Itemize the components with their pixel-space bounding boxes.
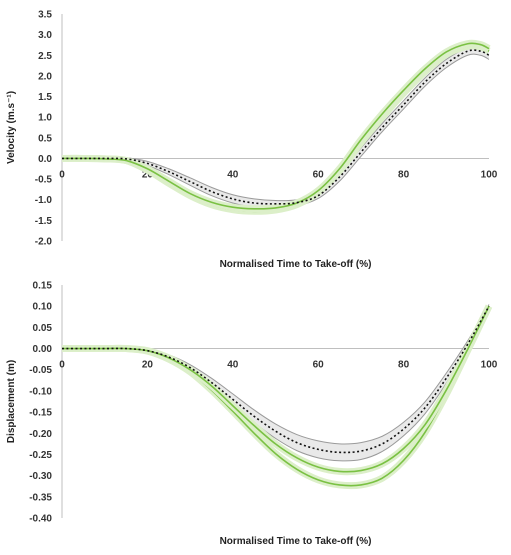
x-tick-label: 40 (227, 169, 239, 180)
x-tick-label: 0 (59, 169, 65, 180)
y-tick-label: 2.0 (38, 71, 52, 82)
y-tick-label: 3.0 (38, 30, 52, 41)
green-series-band (61, 304, 493, 490)
x-tick-label: 100 (481, 169, 498, 180)
y-axis-title: Velocity (m.s⁻¹) (6, 91, 17, 164)
x-tick-label: 60 (313, 360, 325, 371)
x-tick-label: 20 (142, 169, 154, 180)
grey-band-upper-line (61, 46, 490, 202)
x-tick-label: 80 (398, 169, 410, 180)
y-tick-label: 2.5 (38, 51, 52, 62)
x-tick-label: 60 (313, 169, 325, 180)
y-tick-label: -0.25 (29, 450, 52, 461)
x-tick-label: 20 (142, 360, 154, 371)
y-tick-label: 0.15 (33, 281, 53, 292)
x-axis-title: Normalised Time to Take-off (%) (220, 259, 372, 270)
y-tick-label: -0.15 (29, 408, 52, 419)
x-tick-label: 0 (59, 360, 65, 371)
y-tick-label: -0.30 (29, 471, 52, 482)
green-series-line (61, 42, 490, 210)
y-tick-label: 0.0 (38, 154, 52, 165)
x-tick-label: 80 (398, 360, 410, 371)
y-tick-label: -0.35 (29, 492, 52, 503)
displacement-chart: 0.15 0.10 0.05 0.00 -0.05 -0.10 -0.15 -0.20 -0.2… (6, 281, 498, 548)
green-series-line (61, 305, 490, 487)
y-axis-title: Displacement (m) (6, 360, 17, 443)
x-axis-title: Normalised Time to Take-off (%) (220, 536, 372, 547)
mean-dotted-line (61, 305, 490, 454)
y-tick-label: 0.10 (33, 302, 53, 313)
green-series-line (61, 305, 490, 473)
x-tick-label: 100 (481, 360, 498, 371)
x-tick-label: 40 (227, 360, 239, 371)
y-tick-label: 0.05 (33, 323, 53, 334)
y-tick-label: 0.00 (33, 344, 53, 355)
y-tick-label: -0.5 (35, 175, 53, 186)
y-tick-label: -0.05 (29, 365, 52, 376)
y-tick-label: 0.5 (38, 133, 52, 144)
y-tick-label: 3.5 (38, 10, 52, 21)
y-tick-label: -0.20 (29, 429, 52, 440)
y-tick-label: -1.0 (35, 195, 53, 206)
y-tick-label: 1.0 (38, 113, 52, 124)
y-tick-label: -2.0 (35, 237, 53, 248)
green-series-band (61, 304, 493, 476)
y-tick-label: -0.10 (29, 386, 52, 397)
y-tick-label: -1.5 (35, 216, 53, 227)
y-tick-label: -0.40 (29, 514, 52, 525)
grey-band-lower-line (61, 53, 490, 209)
grey-band-area (62, 304, 489, 461)
y-tick-label: 1.5 (38, 92, 52, 103)
velocity-chart: 3.5 3.0 2.5 2.0 1.5 1.0 0.5 0.0 -0.5 -1.0 -1.5 -2.0… (6, 10, 498, 271)
